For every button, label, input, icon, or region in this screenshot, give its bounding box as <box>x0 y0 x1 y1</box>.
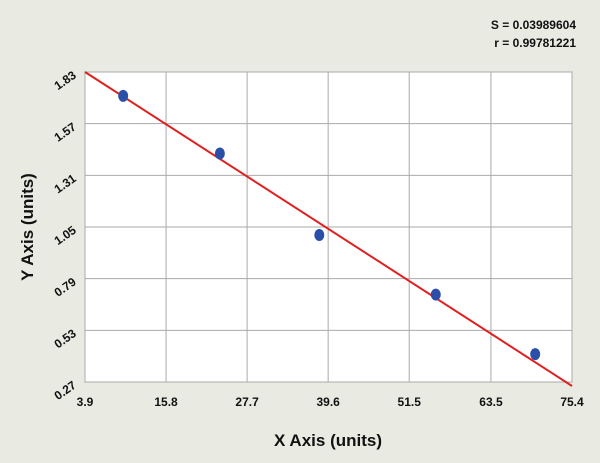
x-tick-label: 51.5 <box>398 395 422 409</box>
annotation: S = 0.03989604 <box>491 18 576 32</box>
x-tick-label: 15.8 <box>154 395 178 409</box>
data-point <box>430 288 441 301</box>
data-point <box>118 89 129 102</box>
x-tick-label: 27.7 <box>235 395 259 409</box>
data-point <box>214 147 225 160</box>
y-tick-label: 0.79 <box>52 274 79 299</box>
fit-line <box>84 71 573 387</box>
y-tick-label: 0.53 <box>52 326 79 351</box>
x-tick-label: 39.6 <box>316 395 340 409</box>
y-tick-label: 1.57 <box>52 119 79 144</box>
data-point <box>530 348 541 361</box>
x-tick-label: 75.4 <box>560 395 584 409</box>
x-tick-label: 63.5 <box>479 395 503 409</box>
x-tick-label: 3.9 <box>77 395 94 409</box>
y-axis-title: Y Axis (units) <box>18 173 37 281</box>
data-point <box>314 228 325 241</box>
y-tick-label: 1.05 <box>52 223 79 248</box>
y-tick-label: 1.31 <box>52 171 79 196</box>
y-tick-label: 0.27 <box>52 378 79 403</box>
annotation: r = 0.99781221 <box>494 36 576 50</box>
y-tick-label: 1.83 <box>52 68 79 93</box>
x-axis-title: X Axis (units) <box>274 431 382 450</box>
